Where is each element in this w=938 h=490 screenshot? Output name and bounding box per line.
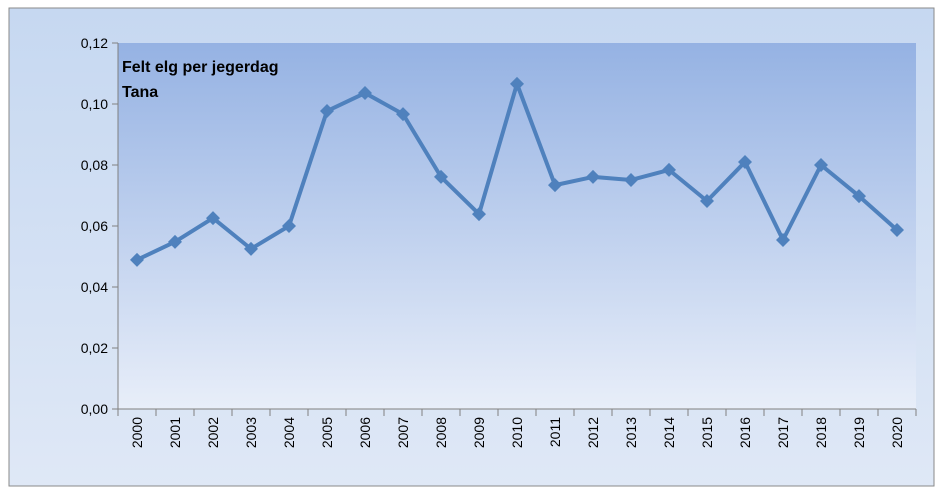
x-tick-label: 2012	[585, 417, 601, 448]
x-tick-label: 2010	[509, 417, 525, 448]
data-point	[130, 252, 144, 267]
data-point	[548, 178, 562, 193]
x-tick-label: 2003	[243, 417, 259, 448]
y-tick-label: 0,06	[81, 218, 108, 234]
data-point	[472, 207, 486, 222]
x-tick-label: 2008	[433, 417, 449, 448]
x-tick-label: 2011	[547, 417, 563, 447]
y-tick-label: 0,04	[81, 279, 108, 295]
x-tick-label: 2016	[737, 417, 753, 448]
x-tick-label: 2005	[319, 417, 335, 448]
data-point	[776, 233, 790, 248]
data-point	[510, 76, 524, 91]
data-point	[168, 234, 182, 249]
data-point	[890, 222, 904, 237]
x-tick-label: 2002	[205, 417, 221, 448]
x-tick-label: 2020	[889, 417, 905, 448]
x-tick-label: 2006	[357, 417, 373, 448]
data-point	[700, 193, 714, 208]
y-tick-label: 0,10	[81, 96, 108, 112]
chart-subtitle: Tana	[122, 84, 158, 101]
y-tick-label: 0,12	[81, 35, 108, 51]
x-tick-label: 2014	[661, 417, 677, 448]
x-tick-label: 2015	[699, 417, 715, 448]
x-tick-label: 2001	[167, 417, 183, 448]
x-tick-label: 2018	[813, 417, 829, 448]
x-tick-label: 2013	[623, 417, 639, 448]
x-tick-label: 2000	[129, 417, 145, 448]
y-tick-label: 0,00	[81, 401, 108, 417]
data-point	[738, 154, 752, 169]
data-point	[358, 86, 372, 101]
data-point	[244, 241, 258, 256]
x-tick-label: 2004	[281, 417, 297, 448]
data-point	[662, 162, 676, 177]
data-point	[852, 189, 866, 204]
data-point	[434, 169, 448, 184]
data-point	[586, 169, 600, 184]
data-point	[282, 219, 296, 233]
chart-title: Felt elg per jegerdag	[122, 59, 278, 76]
data-point	[814, 158, 828, 172]
data-point	[320, 104, 334, 119]
x-tick-label: 2007	[395, 417, 411, 448]
plot-area	[118, 43, 916, 409]
x-tick-label: 2017	[775, 417, 791, 448]
x-tick-label: 2009	[471, 417, 487, 448]
data-point	[396, 107, 410, 122]
data-point	[206, 211, 220, 226]
y-tick-label: 0,02	[81, 340, 108, 356]
x-tick-label: 2019	[851, 417, 867, 448]
data-point	[624, 172, 638, 187]
y-tick-label: 0,08	[81, 157, 108, 173]
